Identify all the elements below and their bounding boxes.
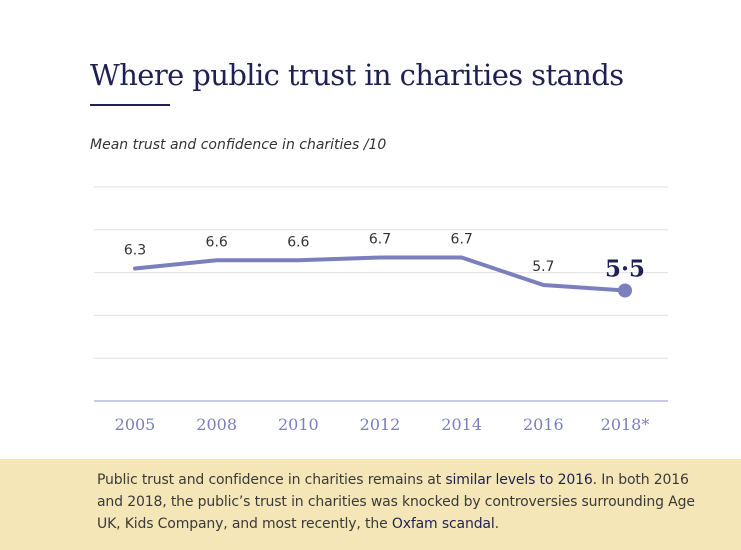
series-line [133, 255, 627, 293]
x-tick-label-2016: 2016 [523, 415, 564, 434]
data-label-2012: 6.7 [369, 232, 391, 248]
data-label-2010: 6.6 [287, 234, 309, 250]
chart-title: Where public trust in charities stands [90, 58, 624, 92]
chart-subtitle: Mean trust and confidence in charities /… [90, 137, 387, 153]
data-point-2018 [618, 283, 632, 298]
data-label-2016: 5.7 [532, 259, 554, 275]
footer-highlight-similar-levels: similar levels to 2016 [445, 472, 593, 488]
title-underline [90, 104, 170, 106]
x-tick-label-2018: 2018* [601, 415, 650, 434]
footer-text-1: Public trust and confidence in charities… [97, 472, 446, 488]
data-label-2014: 6.7 [451, 232, 473, 248]
line-chart: 6.3 6.6 6.6 6.7 6.7 5.7 5·5 2005 2008 2010 2012 201… [94, 186, 668, 434]
x-tick-label-2012: 2012 [360, 415, 401, 434]
footer-note: Public trust and confidence in charities… [0, 459, 741, 550]
data-label-2018: 5·5 [605, 256, 645, 283]
data-label-2008: 6.6 [206, 234, 228, 250]
x-tick-label-2008: 2008 [196, 415, 237, 434]
x-tick-label-2010: 2010 [278, 415, 319, 434]
footer-text-2: . In both 2016 and 2018, the public’s tr… [97, 472, 695, 532]
x-tick-label-2005: 2005 [115, 415, 156, 434]
x-tick-label-2014: 2014 [441, 415, 482, 434]
footer-text-3: . [494, 516, 499, 532]
footer-highlight-oxfam: Oxfam scandal [391, 516, 495, 532]
data-label-2005: 6.3 [124, 243, 146, 259]
